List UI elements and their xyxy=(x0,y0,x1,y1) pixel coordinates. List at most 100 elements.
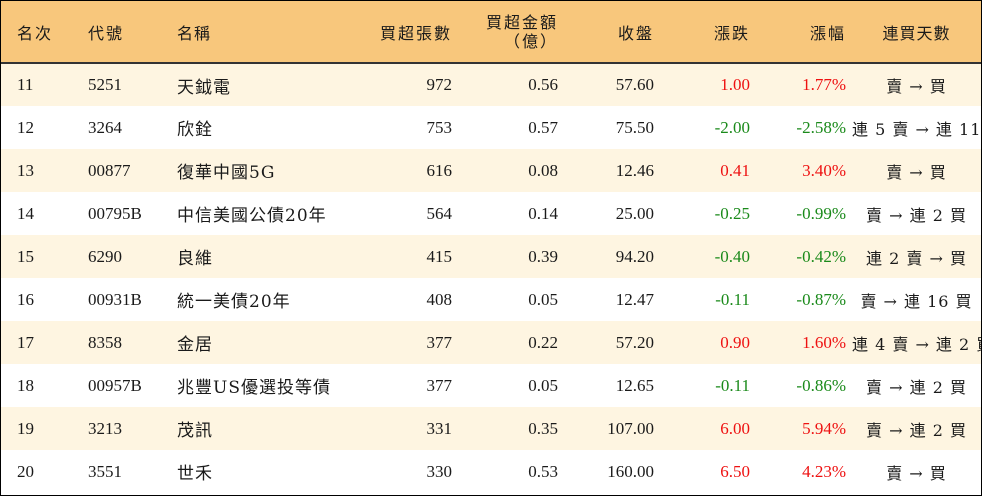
cell-amount: 0.35 xyxy=(528,418,558,438)
cell-close: 12.46 xyxy=(615,160,654,180)
cell-rank: 16 xyxy=(17,289,34,309)
table-row: 13 00877 復華中國5G 616 0.08 12.46 0.41 3.40% 賣 → 買 xyxy=(1,149,981,192)
table-row: 11 5251 天鉞電 972 0.56 57.60 1.00 1.77% 賣 → 買 xyxy=(1,62,981,106)
header-code: 代號 xyxy=(88,23,125,43)
header-days: 連買天數 xyxy=(882,23,951,43)
header-amount-line2: （億） xyxy=(503,31,558,51)
cell-rank: 12 xyxy=(17,117,34,137)
cell-pct: -0.42% xyxy=(796,246,846,266)
cell-volume: 415 xyxy=(426,246,453,266)
cell-days: 連 4 賣 → 連 2 買 xyxy=(852,334,981,354)
cell-name: 金居 xyxy=(177,335,213,355)
cell-volume: 408 xyxy=(426,289,453,309)
cell-amount: 0.08 xyxy=(528,160,558,180)
cell-close: 25.00 xyxy=(615,203,654,223)
cell-close: 160.00 xyxy=(607,461,654,481)
cell-amount: 0.14 xyxy=(528,203,558,223)
cell-code: 3264 xyxy=(88,117,122,137)
cell-close: 57.20 xyxy=(615,332,654,352)
cell-rank: 20 xyxy=(17,461,34,481)
cell-days: 賣 → 連 2 買 xyxy=(866,420,967,440)
cell-pct: 4.23% xyxy=(802,461,846,481)
cell-change: -0.11 xyxy=(715,375,750,395)
cell-rank: 15 xyxy=(17,246,34,266)
cell-volume: 972 xyxy=(352,62,458,106)
cell-change: -0.11 xyxy=(715,289,750,309)
cell-change: -2.00 xyxy=(714,117,750,137)
cell-pct: -0.86% xyxy=(796,375,846,395)
cell-close: 75.50 xyxy=(615,117,654,137)
cell-days: 賣 → 買 xyxy=(852,62,981,106)
table-row: 12 3264 欣銓 753 0.57 75.50 -2.00 -2.58% 連 5 賣 → 連… xyxy=(1,106,981,149)
cell-days: 賣 → 買 xyxy=(886,463,947,483)
header-amount: 買超金額 （億） xyxy=(458,1,564,63)
cell-days: 賣 → 連 16 買 xyxy=(860,291,973,311)
table-row: 19 3213 茂訊 331 0.35 107.00 6.00 5.94% 賣 → 連 2 買 xyxy=(1,407,981,450)
cell-pct: 3.40% xyxy=(802,160,846,180)
header-rank: 名次 xyxy=(17,23,54,43)
cell-amount: 0.05 xyxy=(528,375,558,395)
cell-volume: 616 xyxy=(426,160,453,180)
header-close: 收盤 xyxy=(617,23,654,43)
cell-name: 中信美國公債20年 xyxy=(177,206,327,226)
cell-volume: 753 xyxy=(426,117,453,137)
cell-pct: 5.94% xyxy=(802,418,846,438)
table-row: 17 8358 金居 377 0.22 57.20 0.90 1.60% 連 4 賣 → 連 2… xyxy=(1,321,981,364)
cell-close: 12.65 xyxy=(615,375,654,395)
cell-pct: -0.99% xyxy=(796,203,846,223)
cell-change: 0.90 xyxy=(720,332,750,352)
cell-close: 12.47 xyxy=(615,289,654,309)
cell-amount: 0.53 xyxy=(528,461,558,481)
cell-name: 欣銓 xyxy=(177,120,213,140)
cell-volume: 330 xyxy=(426,461,453,481)
table-row: 18 00957B 兆豐US優選投等債 377 0.05 12.65 -0.11 -0.86%… xyxy=(1,364,981,407)
cell-amount: 0.56 xyxy=(458,62,564,106)
cell-code: 00931B xyxy=(88,289,142,309)
cell-name: 世禾 xyxy=(177,464,213,484)
cell-amount: 0.39 xyxy=(528,246,558,266)
cell-change: -0.40 xyxy=(714,246,750,266)
cell-volume: 331 xyxy=(426,418,453,438)
cell-change: -0.25 xyxy=(714,203,750,223)
table-row: 20 3551 世禾 330 0.53 160.00 6.50 4.23% 賣 → 買 xyxy=(1,450,981,493)
cell-name: 統一美債20年 xyxy=(177,292,291,312)
cell-rank: 14 xyxy=(17,203,34,223)
cell-days: 連 5 賣 → 連 11 買 xyxy=(852,119,981,139)
table-header: 名次 代號 名稱 買超張數 買超金額 （億） 收盤 漲跌 漲幅 連買天數 xyxy=(1,1,981,63)
cell-rank: 17 xyxy=(17,332,34,352)
cell-change: 1.00 xyxy=(660,62,756,106)
cell-code: 00957B xyxy=(88,375,142,395)
cell-change: 0.41 xyxy=(720,160,750,180)
cell-close: 107.00 xyxy=(607,418,654,438)
cell-amount: 0.57 xyxy=(528,117,558,137)
cell-days: 連 2 賣 → 買 xyxy=(866,248,967,268)
cell-change: 6.00 xyxy=(720,418,750,438)
cell-days: 賣 → 買 xyxy=(886,162,947,182)
cell-name: 天鉞電 xyxy=(171,62,352,106)
header-volume: 買超張數 xyxy=(379,23,452,43)
header-pct: 漲幅 xyxy=(809,23,846,43)
cell-pct: 1.60% xyxy=(802,332,846,352)
cell-days: 賣 → 連 2 買 xyxy=(866,205,967,225)
cell-code: 00877 xyxy=(88,160,131,180)
header-name: 名稱 xyxy=(177,23,212,43)
cell-pct: -0.87% xyxy=(796,289,846,309)
cell-close: 94.20 xyxy=(615,246,654,266)
table-row: 16 00931B 統一美債20年 408 0.05 12.47 -0.11 -0.87% 賣 … xyxy=(1,278,981,321)
cell-change: 6.50 xyxy=(720,461,750,481)
header-change: 漲跌 xyxy=(713,23,750,43)
cell-volume: 377 xyxy=(426,332,453,352)
cell-name: 良維 xyxy=(177,249,213,269)
cell-name: 茂訊 xyxy=(177,421,213,441)
cell-rank: 11 xyxy=(1,62,82,106)
cell-amount: 0.22 xyxy=(528,332,558,352)
cell-code: 3551 xyxy=(88,461,122,481)
cell-rank: 19 xyxy=(17,418,34,438)
cell-name: 兆豐US優選投等債 xyxy=(177,378,331,398)
cell-pct: 1.77% xyxy=(756,62,852,106)
table-body: 11 5251 天鉞電 972 0.56 57.60 1.00 1.77% 賣 → 買 12 326… xyxy=(1,62,981,493)
cell-rank: 13 xyxy=(17,160,34,180)
table-row: 15 6290 良維 415 0.39 94.20 -0.40 -0.42% 連 2 賣 → 買 xyxy=(1,235,981,278)
